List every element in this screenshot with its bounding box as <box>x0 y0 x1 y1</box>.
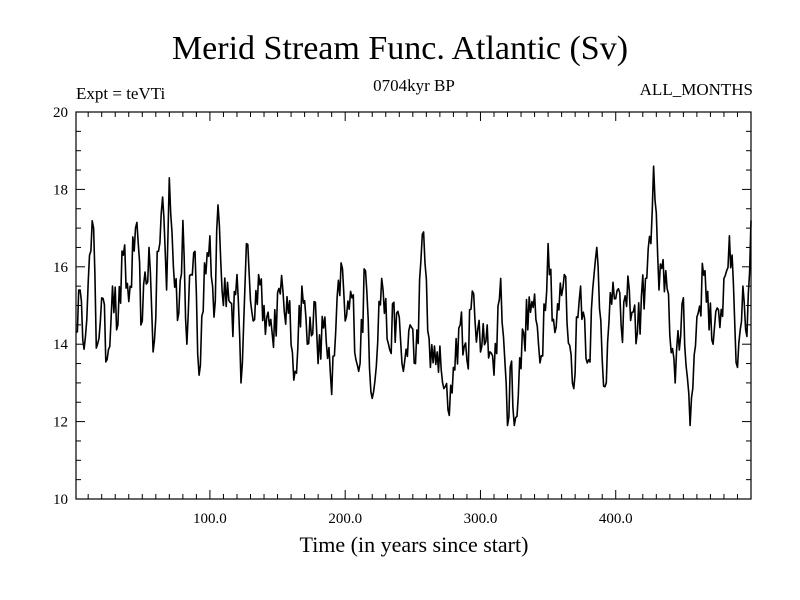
months-label: ALL_MONTHS <box>639 80 753 99</box>
y-tick-label: 16 <box>53 260 69 276</box>
chart-title: Merid Stream Func. Atlantic (Sv) <box>171 30 629 67</box>
y-tick-label: 10 <box>53 492 68 508</box>
x-tick-label: 100.0 <box>193 511 227 527</box>
y-tick-label: 14 <box>53 337 69 353</box>
x-tick-label: 300.0 <box>464 511 498 527</box>
series-line <box>75 165 752 427</box>
axis-tick-labels: 10 12 14 16 18 20 100.0 200.0 300.0 400.0 <box>53 105 633 527</box>
x-tick-label: 200.0 <box>328 511 362 527</box>
period-label: 0704kyr BP <box>373 76 455 95</box>
x-tick-label: 400.0 <box>599 511 633 527</box>
y-tick-label: 20 <box>53 105 68 121</box>
experiment-label: Expt = teVTi <box>76 84 166 103</box>
y-tick-label: 18 <box>53 182 68 198</box>
y-tick-label: 12 <box>53 415 68 431</box>
x-axis-label: Time (in years since start) <box>300 532 529 557</box>
axis-ticks <box>76 111 752 500</box>
